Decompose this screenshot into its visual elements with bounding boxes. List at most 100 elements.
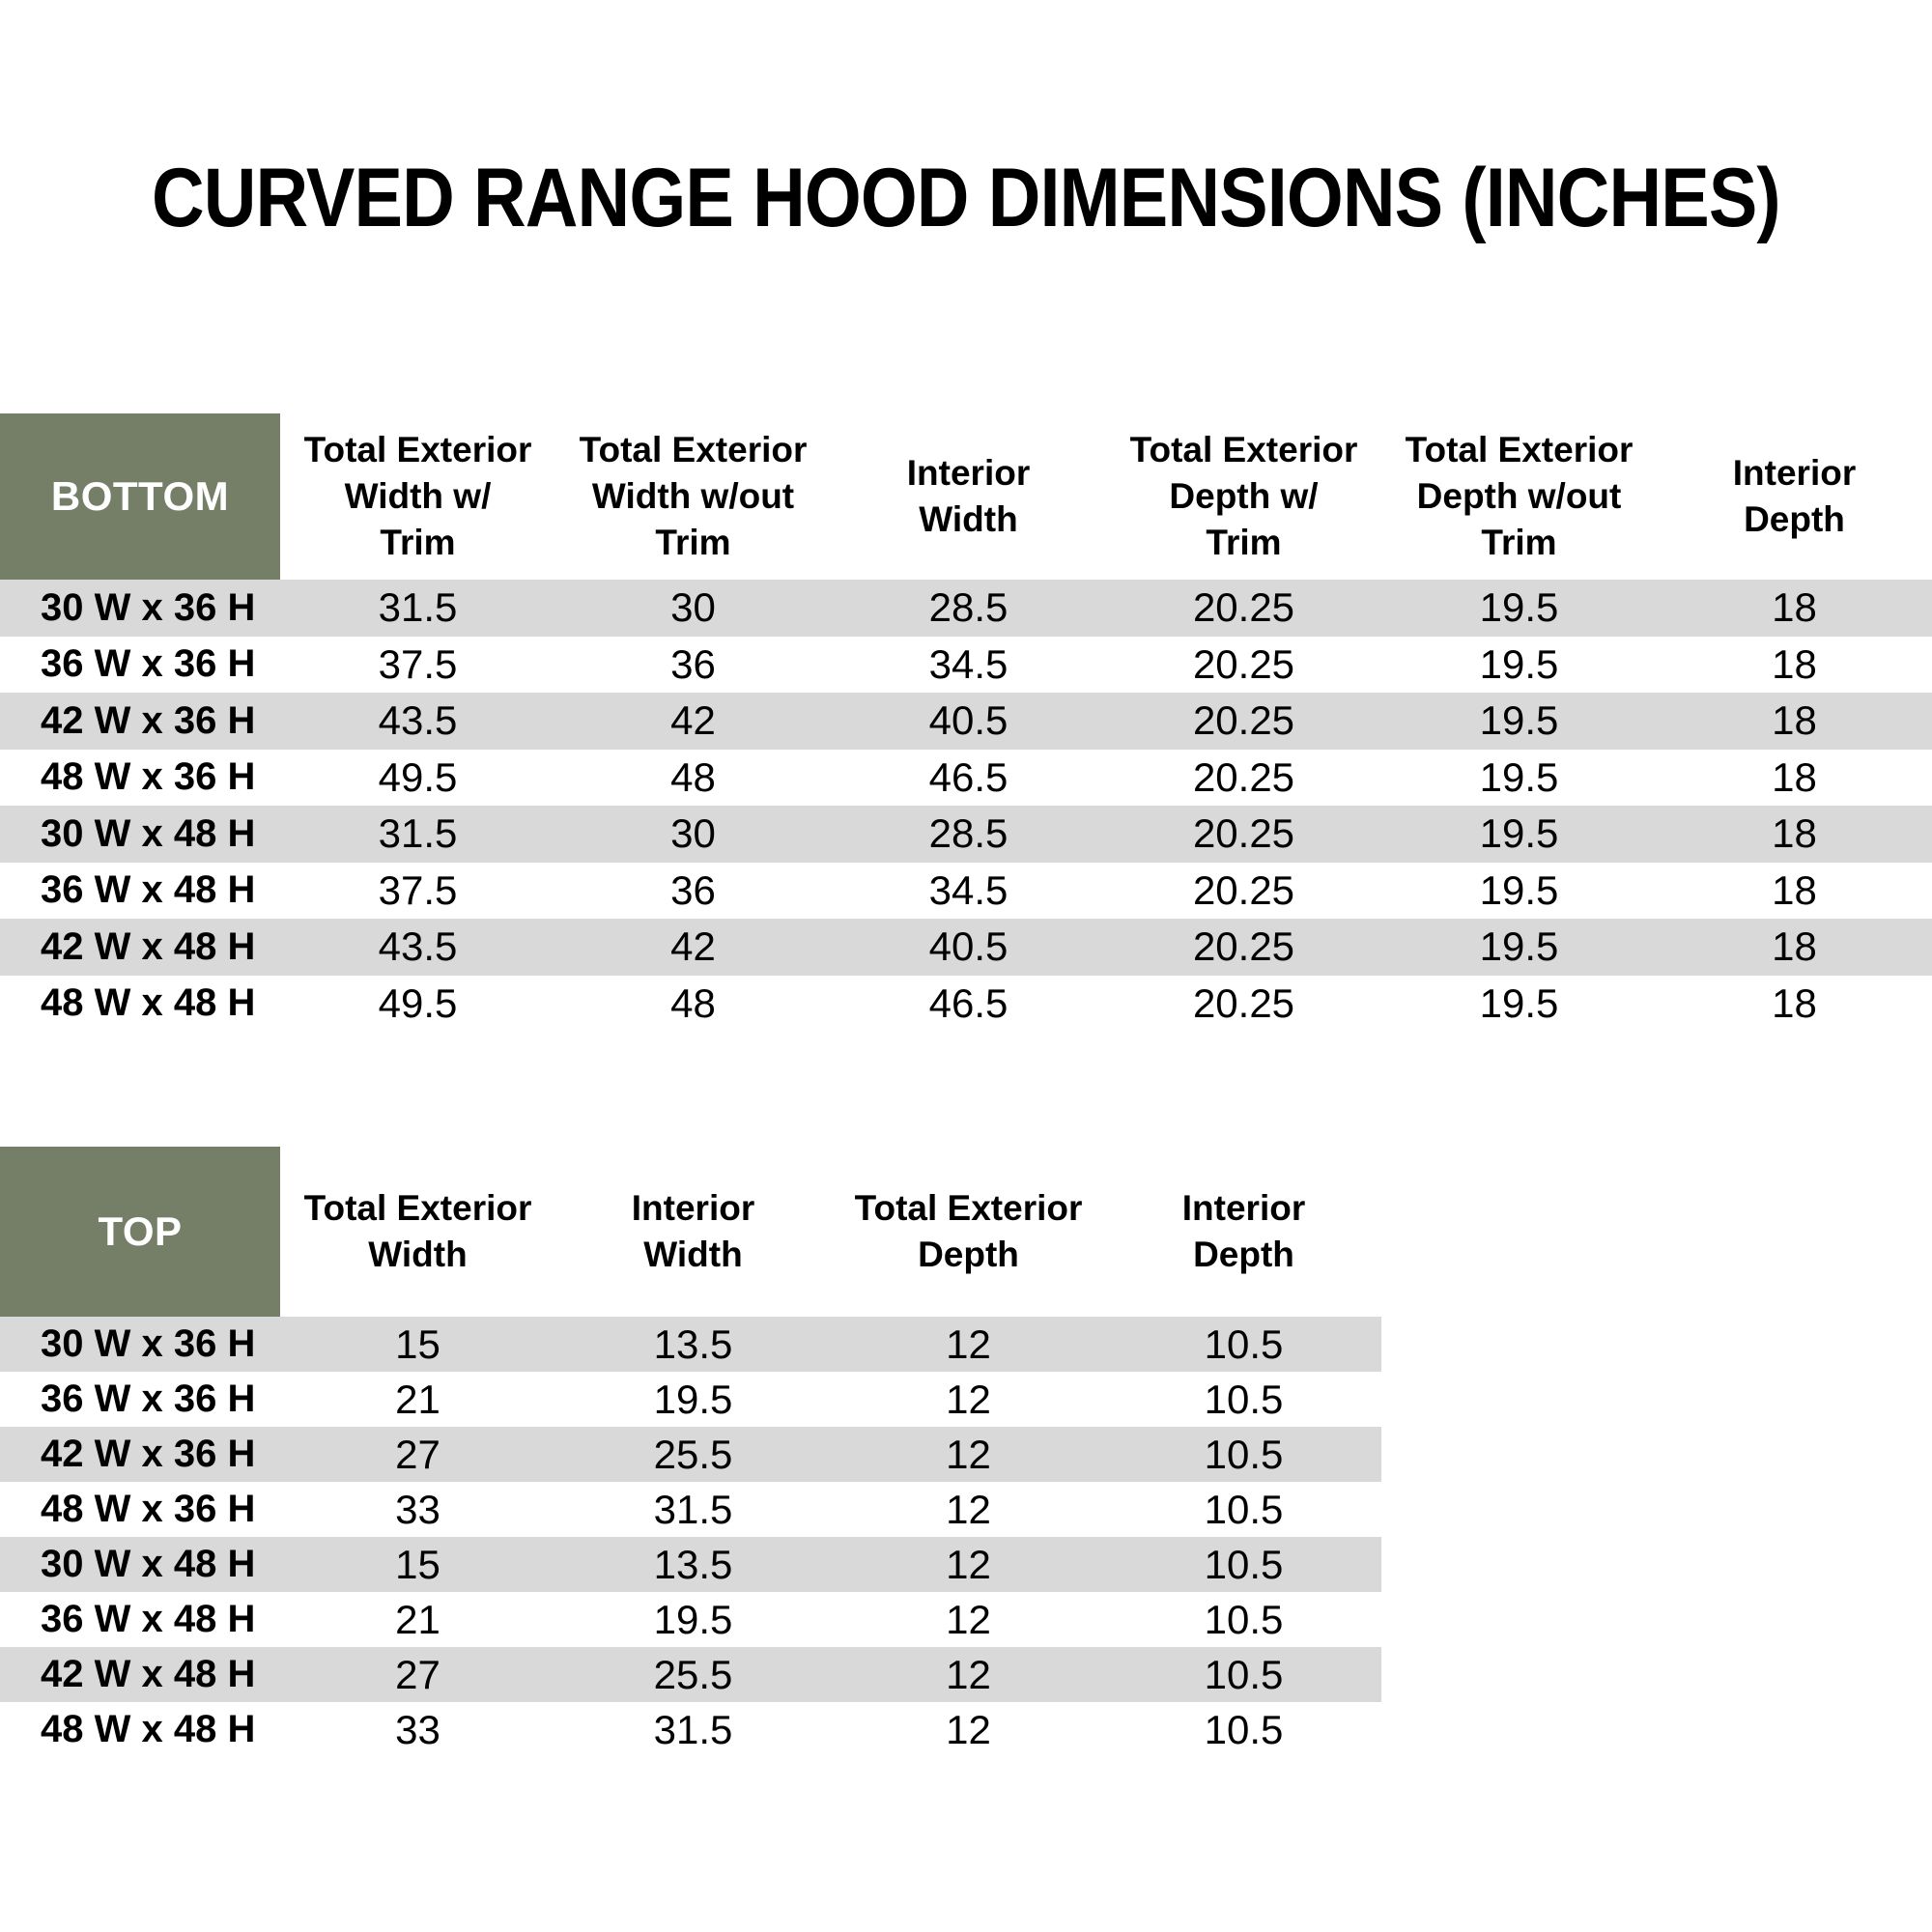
row-size-label: 36 W x 48 H (41, 868, 256, 912)
table-row: 36 W x 48 H 37.5 36 34.5 20.25 19.5 18 (0, 863, 1932, 920)
dimension-value: 49.5 (378, 980, 458, 1026)
dimension-value: 42 (670, 697, 716, 744)
dimension-value: 12 (946, 1431, 991, 1477)
dimension-value: 31.5 (653, 1706, 733, 1752)
row-size-label: 30 W x 48 H (41, 811, 256, 855)
column-header-interior-width: Interior Width (906, 452, 1031, 539)
top-dimensions-table: TOP Total Exterior Width Interior Width … (0, 1147, 1381, 1757)
table-row: 30 W x 48 H 15 13.5 12 10.5 (0, 1537, 1381, 1592)
dimension-value: 15 (395, 1541, 440, 1587)
dimension-value: 49.5 (378, 753, 458, 800)
dimension-value: 18 (1772, 867, 1817, 913)
dimension-value: 43.5 (378, 923, 458, 970)
table-row: 42 W x 48 H 43.5 42 40.5 20.25 19.5 18 (0, 919, 1932, 976)
dimension-value: 10.5 (1204, 1706, 1284, 1752)
dimension-value: 19.5 (1479, 923, 1559, 970)
dimension-value: 48 (670, 753, 716, 800)
dimension-value: 10.5 (1204, 1486, 1284, 1532)
dimension-value: 13.5 (653, 1541, 733, 1587)
dimension-value: 10.5 (1204, 1541, 1284, 1587)
dimension-value: 12 (946, 1541, 991, 1587)
top-table-body: 30 W x 36 H 15 13.5 12 10.5 36 W x 36 H 21 19.5… (0, 1317, 1381, 1757)
dimension-value: 42 (670, 923, 716, 970)
dimension-value: 19.5 (1479, 867, 1559, 913)
row-size-label: 42 W x 48 H (41, 924, 256, 968)
column-header-total-exterior-width: Total Exterior Width (303, 1187, 532, 1274)
dimension-value: 20.25 (1192, 810, 1295, 857)
dimension-value: 43.5 (378, 697, 458, 744)
dimension-value: 40.5 (928, 923, 1009, 970)
table-row: 36 W x 36 H 37.5 36 34.5 20.25 19.5 18 (0, 637, 1932, 694)
dimension-value: 20.25 (1192, 867, 1295, 913)
dimension-value: 30 (670, 810, 716, 857)
dimension-value: 18 (1772, 923, 1817, 970)
dimension-value: 20.25 (1192, 923, 1295, 970)
dimension-value: 10.5 (1204, 1321, 1284, 1367)
column-header-total-exterior-width-w-trim: Total Exterior Width w/ Trim (303, 429, 532, 563)
dimension-value: 10.5 (1204, 1431, 1284, 1477)
table-row: 36 W x 48 H 21 19.5 12 10.5 (0, 1592, 1381, 1647)
dimension-value: 31.5 (378, 584, 458, 631)
dimension-value: 12 (946, 1706, 991, 1752)
dimension-value: 10.5 (1204, 1376, 1284, 1422)
dimension-value: 27 (395, 1651, 440, 1697)
top-table-header-row: TOP Total Exterior Width Interior Width … (0, 1147, 1381, 1317)
table-row: 48 W x 48 H 33 31.5 12 10.5 (0, 1702, 1381, 1757)
dimension-value: 33 (395, 1486, 440, 1532)
dimension-value: 19.5 (1479, 810, 1559, 857)
table-row: 42 W x 36 H 27 25.5 12 10.5 (0, 1427, 1381, 1482)
dimension-value: 48 (670, 980, 716, 1026)
row-size-label: 42 W x 36 H (41, 1433, 256, 1475)
dimension-value: 19.5 (653, 1376, 733, 1422)
dimension-value: 37.5 (378, 640, 458, 687)
bottom-table-corner-label: BOTTOM (0, 413, 280, 580)
column-header-total-exterior-depth-wout-trim: Total Exterior Depth w/out Trim (1405, 429, 1634, 563)
dimension-value: 36 (670, 867, 716, 913)
dimension-value: 18 (1772, 640, 1817, 687)
row-size-label: 30 W x 36 H (41, 1322, 256, 1365)
table-row: 42 W x 48 H 27 25.5 12 10.5 (0, 1647, 1381, 1702)
row-size-label: 36 W x 36 H (41, 1378, 256, 1420)
dimension-value: 46.5 (928, 753, 1009, 800)
dimension-value: 12 (946, 1321, 991, 1367)
column-header-interior-depth: Interior Depth (1732, 452, 1857, 539)
dimension-value: 33 (395, 1706, 440, 1752)
row-size-label: 30 W x 36 H (41, 585, 256, 629)
table-row: 30 W x 36 H 15 13.5 12 10.5 (0, 1317, 1381, 1372)
dimension-value: 19.5 (1479, 980, 1559, 1026)
column-header-total-exterior-depth: Total Exterior Depth (854, 1187, 1083, 1274)
dimension-value: 10.5 (1204, 1651, 1284, 1697)
row-size-label: 36 W x 36 H (41, 642, 256, 686)
dimension-value: 21 (395, 1376, 440, 1422)
dimension-value: 13.5 (653, 1321, 733, 1367)
dimension-value: 12 (946, 1596, 991, 1642)
dimension-value: 18 (1772, 810, 1817, 857)
dimension-value: 31.5 (653, 1486, 733, 1532)
dimension-value: 34.5 (928, 867, 1009, 913)
dimension-value: 36 (670, 640, 716, 687)
row-size-label: 48 W x 48 H (41, 1708, 256, 1750)
dimension-value: 19.5 (1479, 640, 1559, 687)
dimension-value: 28.5 (928, 810, 1009, 857)
dimension-value: 20.25 (1192, 584, 1295, 631)
dimension-value: 10.5 (1204, 1596, 1284, 1642)
bottom-table-header-row: BOTTOM Total Exterior Width w/ Trim Tota… (0, 413, 1932, 580)
row-size-label: 48 W x 48 H (41, 981, 256, 1025)
row-size-label: 42 W x 48 H (41, 1653, 256, 1695)
dimension-value: 15 (395, 1321, 440, 1367)
page-title-text: CURVED RANGE HOOD DIMENSIONS (INCHES) (152, 152, 1781, 244)
dimension-value: 19.5 (1479, 753, 1559, 800)
dimension-value: 12 (946, 1651, 991, 1697)
column-header-total-exterior-width-wout-trim: Total Exterior Width w/out Trim (579, 429, 808, 563)
dimension-value: 12 (946, 1486, 991, 1532)
dimension-value: 34.5 (928, 640, 1009, 687)
dimension-value: 20.25 (1192, 753, 1295, 800)
page-title: CURVED RANGE HOOD DIMENSIONS (INCHES) (0, 153, 1932, 244)
table-row: 30 W x 36 H 31.5 30 28.5 20.25 19.5 18 (0, 580, 1932, 637)
table-row: 30 W x 48 H 31.5 30 28.5 20.25 19.5 18 (0, 806, 1932, 863)
table-row: 48 W x 36 H 33 31.5 12 10.5 (0, 1482, 1381, 1537)
dimension-value: 21 (395, 1596, 440, 1642)
dimension-value: 18 (1772, 753, 1817, 800)
row-size-label: 42 W x 36 H (41, 698, 256, 742)
dimension-value: 12 (946, 1376, 991, 1422)
